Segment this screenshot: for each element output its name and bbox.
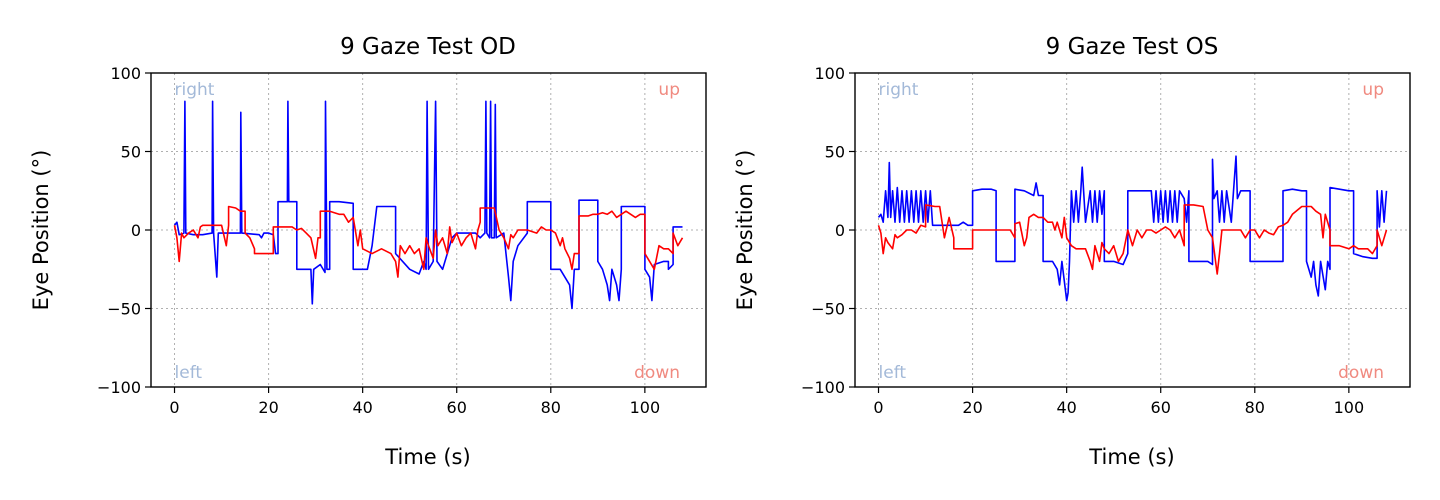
x-tick-label: 100 — [630, 398, 661, 417]
x-tick-label: 60 — [447, 398, 467, 417]
x-tick-label: 80 — [1245, 398, 1265, 417]
chart-title: 9 Gaze Test OS — [1046, 34, 1219, 60]
x-tick-label: 80 — [541, 398, 561, 417]
y-axis-label: Eye Position (°) — [29, 150, 53, 311]
chart-os: 9 Gaze Test OS Time (s) Eye Position (°)… — [733, 34, 1411, 469]
y-tick-label: 0 — [835, 221, 845, 240]
corner-label-up: up — [1362, 80, 1384, 100]
x-tick-label: 0 — [169, 398, 179, 417]
x-tick-label: 100 — [1334, 398, 1365, 417]
x-tick-label: 20 — [258, 398, 278, 417]
x-axis-label: Time (s) — [1088, 445, 1174, 469]
corner-label-down: down — [634, 363, 680, 383]
y-tick-label: 50 — [825, 143, 845, 162]
y-tick-label: −100 — [801, 378, 845, 397]
corner-label-up: up — [658, 80, 680, 100]
blue-trace-line — [173, 100, 683, 310]
y-tick-label: 100 — [110, 64, 141, 83]
corner-label-left: left — [879, 363, 907, 383]
x-tick-label: 40 — [1056, 398, 1076, 417]
corner-label-right: right — [879, 80, 919, 100]
x-tick-label: 0 — [873, 398, 883, 417]
chart-od: 9 Gaze Test OD Time (s) Eye Position (°)… — [29, 34, 707, 469]
x-tick-label: 20 — [962, 398, 982, 417]
y-tick-label: 50 — [121, 143, 141, 162]
y-tick-label: −50 — [107, 300, 141, 319]
x-tick-label: 40 — [352, 398, 372, 417]
corner-label-left: left — [175, 363, 203, 383]
y-tick-label: −50 — [811, 300, 845, 319]
x-tick-label: 60 — [1151, 398, 1171, 417]
corner-label-down: down — [1338, 363, 1384, 383]
y-axis-label: Eye Position (°) — [733, 150, 757, 311]
y-tick-label: −100 — [97, 378, 141, 397]
blue-trace-line — [877, 155, 1388, 302]
x-axis-label: Time (s) — [384, 445, 470, 469]
y-tick-label: 100 — [814, 64, 845, 83]
y-tick-label: 0 — [131, 221, 141, 240]
red-trace-line — [173, 205, 684, 278]
chart-title: 9 Gaze Test OD — [340, 34, 516, 60]
corner-label-right: right — [175, 80, 215, 100]
red-trace-line — [877, 204, 1388, 275]
